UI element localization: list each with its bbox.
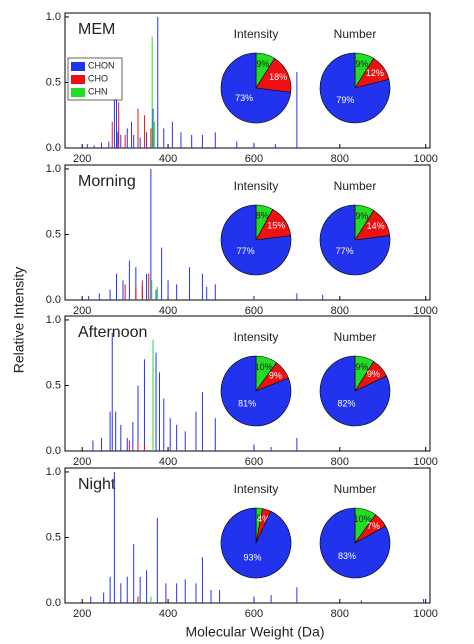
pie-label: 79% [336,95,354,105]
x-tick-label: 800 [331,153,349,165]
panel-title: Night [78,476,116,493]
pie-title: Intensity [234,27,279,41]
y-tick-label: 0.0 [46,445,61,457]
x-tick-label: 200 [73,608,91,620]
x-axis-label: Molecular Weight (Da) [185,624,324,640]
legend-swatch [71,75,85,84]
y-tick-label: 1.0 [46,466,61,478]
y-tick-label: 0.5 [46,228,61,240]
pie-label: 10% [354,514,372,524]
plot-frame [64,12,431,149]
panel-title: Morning [78,173,136,190]
pie-title: Number [334,179,377,193]
y-tick-label: 1.0 [46,11,61,23]
y-tick-label: 1.0 [46,314,61,326]
pie-label: 73% [235,93,253,103]
y-tick-label: 0.5 [46,531,61,543]
x-tick-label: 1000 [413,153,437,165]
pie-label: 3% [252,513,265,523]
x-tick-label: 1000 [413,305,437,317]
x-tick-label: 400 [159,608,177,620]
pie-label: 81% [238,398,256,408]
y-tick-label: 0.0 [46,294,61,306]
pie-label: 9% [367,369,380,379]
pie-label: 83% [338,551,356,561]
x-tick-label: 600 [245,305,263,317]
pie-label: 77% [237,246,255,256]
pie-title: Number [334,482,377,496]
x-tick-label: 800 [331,456,349,468]
legend-label: CHO [88,73,108,83]
x-tick-label: 400 [159,305,177,317]
plot-frame [64,164,431,301]
x-tick-label: 1000 [413,608,437,620]
pie-label: 10% [255,362,273,372]
y-axis-label: Relative Intensity [11,267,27,374]
legend-label: CHN [88,86,108,96]
pie-title: Intensity [234,179,279,193]
x-tick-label: 800 [331,305,349,317]
pie-slice [220,507,292,579]
pie-label: 9% [355,59,368,69]
legend-swatch [71,62,85,71]
pie-label: 14% [367,221,385,231]
pie-label: 12% [366,68,384,78]
y-tick-label: 0.0 [46,142,61,154]
pie-label: 77% [336,246,354,256]
pie-title: Intensity [234,330,279,344]
pie-slice [255,58,292,93]
pie-slice [319,204,391,276]
y-tick-label: 0.0 [46,597,61,609]
y-tick-label: 1.0 [46,163,61,175]
y-tick-label: 0.5 [46,379,61,391]
y-tick-label: 0.5 [46,76,61,88]
x-tick-label: 200 [73,153,91,165]
pie-slice [220,52,292,124]
x-tick-label: 200 [73,305,91,317]
pie-label: 7% [367,521,380,531]
pie-slice [220,355,292,427]
pie-label: 15% [267,221,285,231]
pie-slice [319,52,391,124]
legend-swatch [71,88,85,97]
x-tick-label: 800 [331,608,349,620]
panel-title: Afternoon [78,324,147,341]
pie-slice [319,355,391,427]
pie-title: Number [334,27,377,41]
x-tick-label: 200 [73,456,91,468]
pie-label: 18% [269,72,287,82]
x-tick-label: 600 [245,153,263,165]
pie-label: 9% [355,211,368,221]
pie-label: 9% [355,362,368,372]
panel-title: MEM [78,21,115,38]
legend-label: CHON [88,60,115,70]
pie-label: 9% [269,370,282,380]
x-tick-label: 400 [159,456,177,468]
x-tick-label: 600 [245,456,263,468]
pie-title: Intensity [234,482,279,496]
x-tick-label: 1000 [413,456,437,468]
pie-slice [220,204,292,276]
plot-frame [64,315,431,452]
x-tick-label: 600 [245,608,263,620]
pie-label: 82% [338,399,356,409]
pie-label: 4% [257,514,270,524]
pie-label: 9% [256,59,269,69]
pie-label: 8% [256,211,269,221]
pie-label: 93% [244,553,262,563]
pie-slice [319,507,391,579]
plot-frame [64,467,431,604]
pie-title: Number [334,330,377,344]
x-tick-label: 400 [159,153,177,165]
